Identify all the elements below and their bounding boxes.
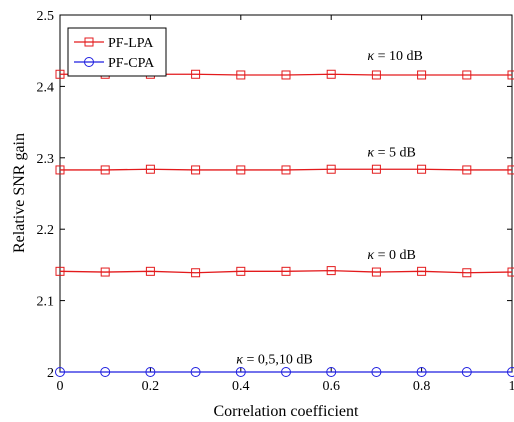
data-point-pf-lpa (55, 266, 65, 276)
data-point-pf-lpa (462, 70, 472, 80)
legend-marker-pf-cpa (84, 57, 94, 67)
x-tick-label: 0.6 (322, 379, 340, 394)
data-point-pf-lpa (236, 165, 246, 175)
y-tick-label: 2.2 (37, 223, 55, 238)
data-point-pf-lpa (191, 165, 201, 175)
series-line-pf-lpa (59, 269, 513, 274)
x-tick-label: 0.4 (232, 379, 250, 394)
data-point-pf-lpa (462, 165, 472, 175)
data-point-pf-cpa (145, 367, 156, 377)
data-point-pf-lpa (55, 165, 65, 175)
annotations: κ = 10 dBκ = 5 dBκ = 0 dBκ = 0,5,10 dB (236, 49, 423, 367)
annotation-kappa: κ = 5 dB (367, 145, 415, 160)
data-point-pf-lpa (100, 267, 110, 277)
data-point-pf-cpa (371, 367, 382, 377)
data-point-pf-lpa (55, 69, 65, 79)
y-tick-label: 2.1 (37, 295, 55, 310)
data-point-pf-lpa (236, 266, 246, 276)
data-point-pf-lpa (417, 266, 427, 276)
data-point-pf-lpa (417, 70, 427, 80)
x-tick-label: 0.8 (413, 379, 431, 394)
data-point-pf-lpa (371, 164, 381, 174)
x-tick-label: 0.2 (142, 379, 160, 394)
annotation-text: = 0,5,10 dB (243, 352, 313, 367)
data-point-pf-lpa (145, 164, 155, 174)
kappa-symbol: κ (367, 49, 374, 64)
data-point-pf-lpa (191, 69, 201, 79)
data-point-pf-cpa (100, 367, 111, 377)
data-point-pf-cpa (507, 367, 514, 377)
data-point-pf-cpa (326, 367, 337, 377)
legend: PF-LPA PF-CPA (67, 27, 167, 77)
series-pf-lpa (55, 164, 514, 175)
data-point-pf-lpa (326, 69, 336, 79)
annotation-text: = 0 dB (374, 248, 416, 263)
legend-marker-pf-lpa (84, 37, 94, 47)
annotation-text: = 10 dB (374, 49, 423, 64)
data-point-pf-lpa (191, 268, 201, 278)
kappa-symbol: κ (236, 352, 243, 367)
data-point-pf-lpa (371, 70, 381, 80)
x-axis-title: Correlation coefficient (214, 403, 360, 420)
data-point-pf-lpa (507, 267, 514, 277)
data-point-pf-lpa (145, 266, 155, 276)
legend-label-pf-lpa: PF-LPA (108, 36, 154, 51)
data-point-pf-cpa (235, 367, 246, 377)
x-tick-label: 0 (57, 379, 64, 394)
data-point-pf-lpa (371, 267, 381, 277)
series-pf-cpa (55, 367, 514, 377)
y-tick-label: 2.3 (37, 152, 55, 167)
data-point-pf-lpa (507, 70, 514, 80)
y-tick-label: 2 (47, 366, 54, 381)
kappa-symbol: κ (367, 248, 374, 263)
data-point-pf-lpa (100, 165, 110, 175)
data-point-pf-lpa (236, 70, 246, 80)
data-point-pf-cpa (461, 367, 472, 377)
x-tick-label: 1 (509, 379, 514, 394)
data-point-pf-cpa (190, 367, 201, 377)
legend-label-pf-cpa: PF-CPA (108, 56, 155, 71)
data-point-pf-lpa (462, 268, 472, 278)
annotation-kappa: κ = 0,5,10 dB (236, 352, 312, 367)
data-point-pf-cpa (281, 367, 291, 377)
annotation-text: = 5 dB (374, 145, 416, 160)
data-point-pf-lpa (326, 266, 336, 276)
annotation-kappa: κ = 10 dB (367, 49, 422, 64)
y-axis-title: Relative SNR gain (11, 133, 28, 253)
data-point-pf-lpa (281, 165, 291, 175)
plot-series (55, 69, 514, 377)
series-pf-lpa (55, 266, 514, 278)
data-point-pf-lpa (281, 266, 291, 276)
series-line-pf-lpa (60, 168, 512, 171)
y-tick-label: 2.5 (37, 9, 55, 24)
data-point-pf-lpa (417, 164, 427, 174)
data-point-pf-lpa (507, 165, 514, 175)
legend-box (67, 27, 167, 77)
y-tick-label: 2.4 (37, 80, 55, 95)
annotation-kappa: κ = 0 dB (367, 248, 415, 263)
data-point-pf-cpa (416, 367, 427, 377)
data-point-pf-lpa (326, 164, 336, 174)
data-point-pf-cpa (55, 367, 65, 377)
data-point-pf-lpa (281, 70, 291, 80)
kappa-symbol: κ (367, 145, 374, 160)
